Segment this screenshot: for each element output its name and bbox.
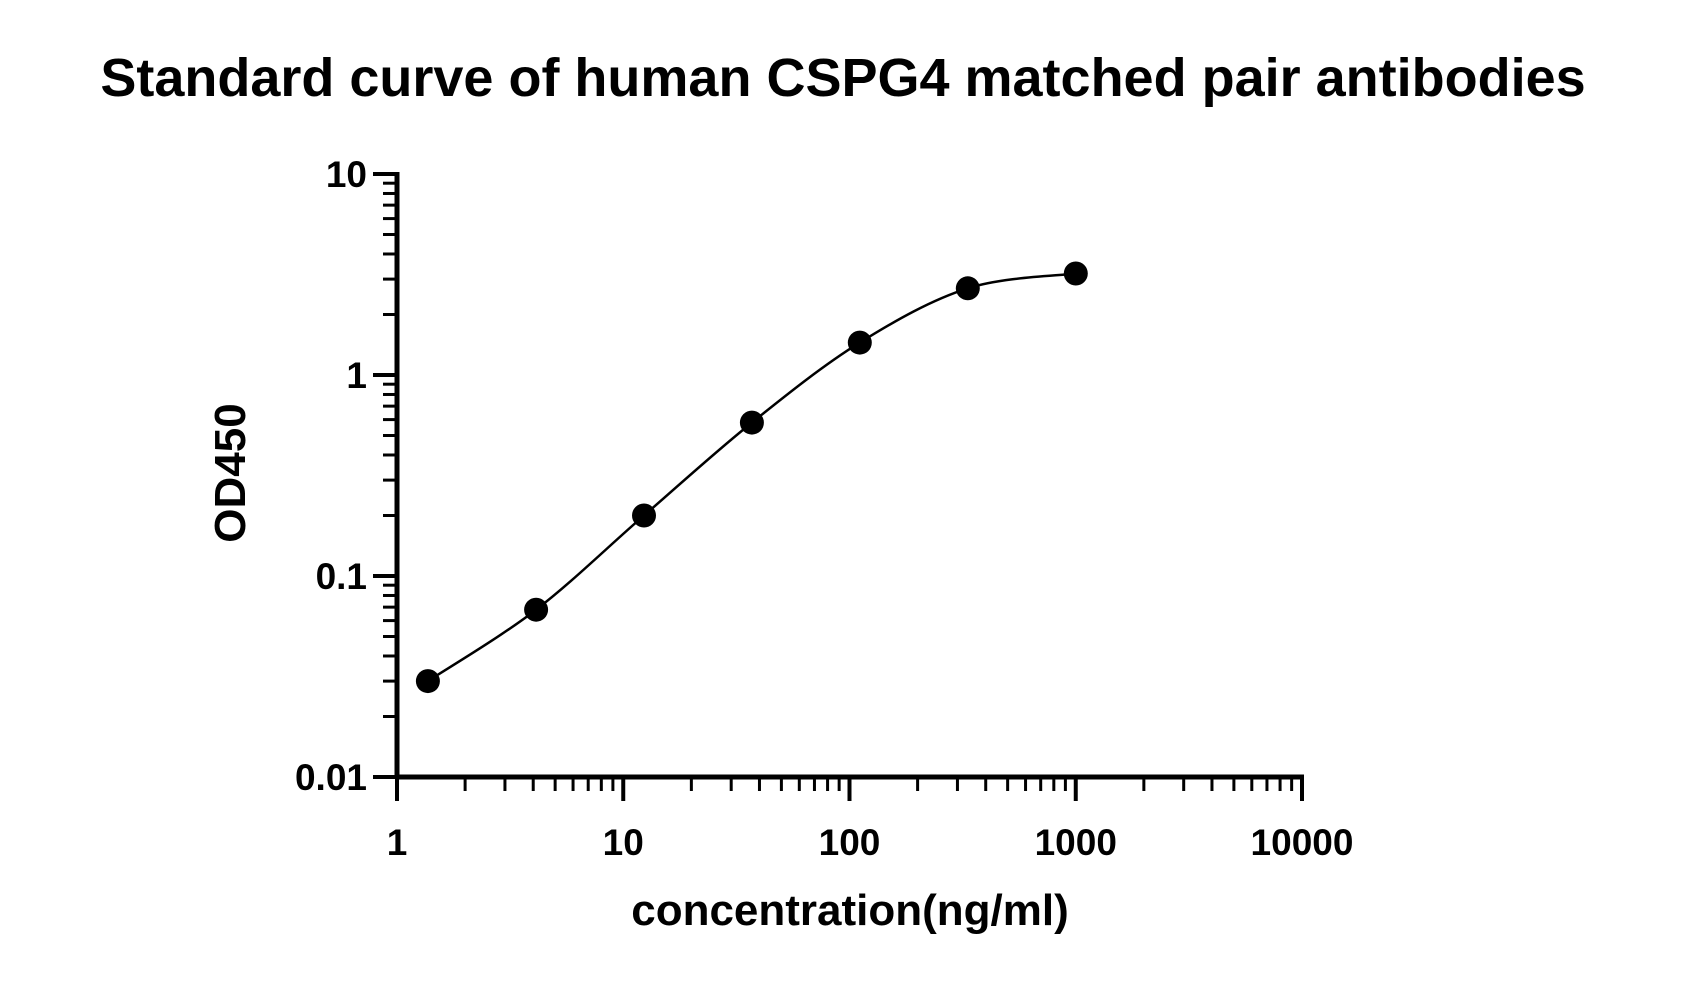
x-tick-label: 100 xyxy=(819,822,881,863)
data-point xyxy=(524,597,549,622)
x-tick-label: 1 xyxy=(387,822,408,863)
x-axis-label: concentration(ng/ml) xyxy=(631,886,1069,935)
data-point xyxy=(632,503,656,528)
x-tick-label: 10000 xyxy=(1251,822,1354,863)
data-point xyxy=(1063,261,1088,286)
y-tick-label: 0.1 xyxy=(316,556,367,597)
data-point xyxy=(415,669,440,694)
data-point xyxy=(955,276,980,301)
x-tick-label: 10 xyxy=(603,822,644,863)
fit-curve xyxy=(427,272,1076,683)
axes: 1 10 100 1000 10000 0.01 0.1 1 10 xyxy=(295,154,1353,863)
data-point xyxy=(739,410,764,435)
data-point xyxy=(847,330,872,355)
chart-title: Standard curve of human CSPG4 matched pa… xyxy=(100,48,1585,108)
x-tick-label: 1000 xyxy=(1035,822,1117,863)
y-axis-label: OD450 xyxy=(206,403,255,542)
y-tick-label: 10 xyxy=(326,154,367,195)
y-tick-label: 0.01 xyxy=(295,757,367,798)
marks xyxy=(415,261,1088,694)
y-tick-label: 1 xyxy=(346,355,367,396)
